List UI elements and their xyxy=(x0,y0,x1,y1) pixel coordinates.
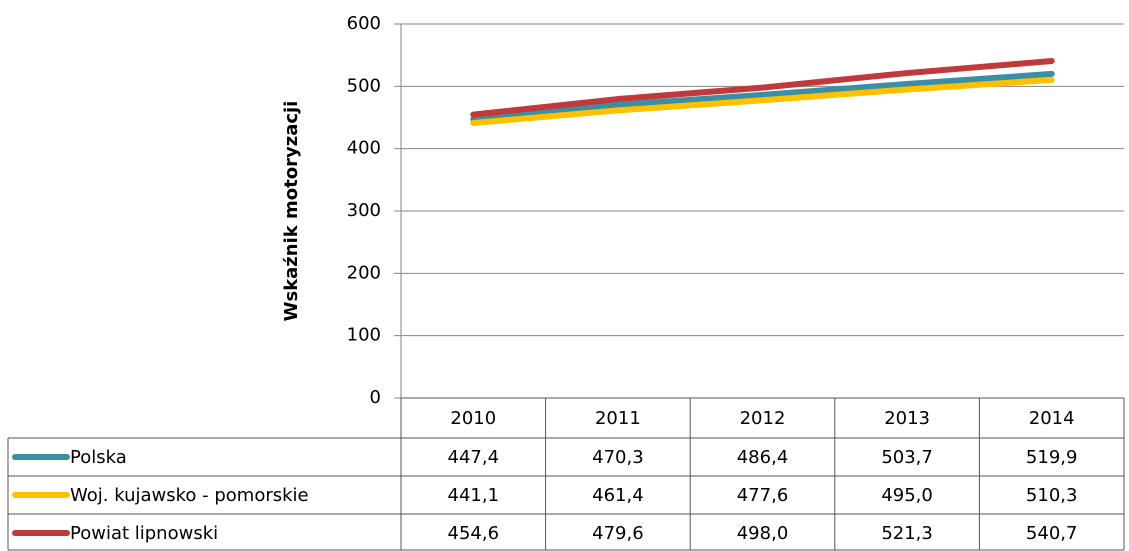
data-label: 470,3 xyxy=(592,447,644,468)
y-tick-label: 500 xyxy=(347,75,381,96)
series-line xyxy=(470,57,1055,118)
y-tick-label: 200 xyxy=(347,262,381,283)
y-tick-label: 0 xyxy=(370,387,381,408)
data-label: 461,4 xyxy=(592,485,644,506)
series-line xyxy=(470,76,1055,127)
y-axis-label: Wskaźnik motoryzacji xyxy=(281,101,302,322)
y-tick-label: 100 xyxy=(347,325,381,346)
data-label: 479,6 xyxy=(592,523,644,544)
series-line xyxy=(470,70,1055,123)
data-label: 503,7 xyxy=(881,447,933,468)
data-label: 495,0 xyxy=(881,485,933,506)
data-label: 540,7 xyxy=(1026,523,1078,544)
x-tick-label: 2013 xyxy=(884,408,930,429)
x-tick-label: 2014 xyxy=(1029,408,1075,429)
data-label: 441,1 xyxy=(448,485,500,506)
legend-label: Polska xyxy=(70,447,127,468)
legend-label: Powiat lipnowski xyxy=(70,523,218,544)
data-label: 447,4 xyxy=(448,447,500,468)
data-label: 519,9 xyxy=(1026,447,1078,468)
data-label: 454,6 xyxy=(448,523,500,544)
x-tick-label: 2012 xyxy=(740,408,786,429)
y-tick-label: 600 xyxy=(347,13,381,34)
data-label: 510,3 xyxy=(1026,485,1078,506)
legend-label: Woj. kujawsko - pomorskie xyxy=(70,485,309,506)
data-label: 477,6 xyxy=(737,485,789,506)
y-tick-label: 400 xyxy=(347,138,381,159)
data-label: 521,3 xyxy=(881,523,933,544)
x-tick-label: 2011 xyxy=(595,408,641,429)
data-label: 486,4 xyxy=(737,447,789,468)
y-tick-label: 300 xyxy=(347,200,381,221)
x-tick-label: 2010 xyxy=(450,408,496,429)
data-label: 498,0 xyxy=(737,523,789,544)
